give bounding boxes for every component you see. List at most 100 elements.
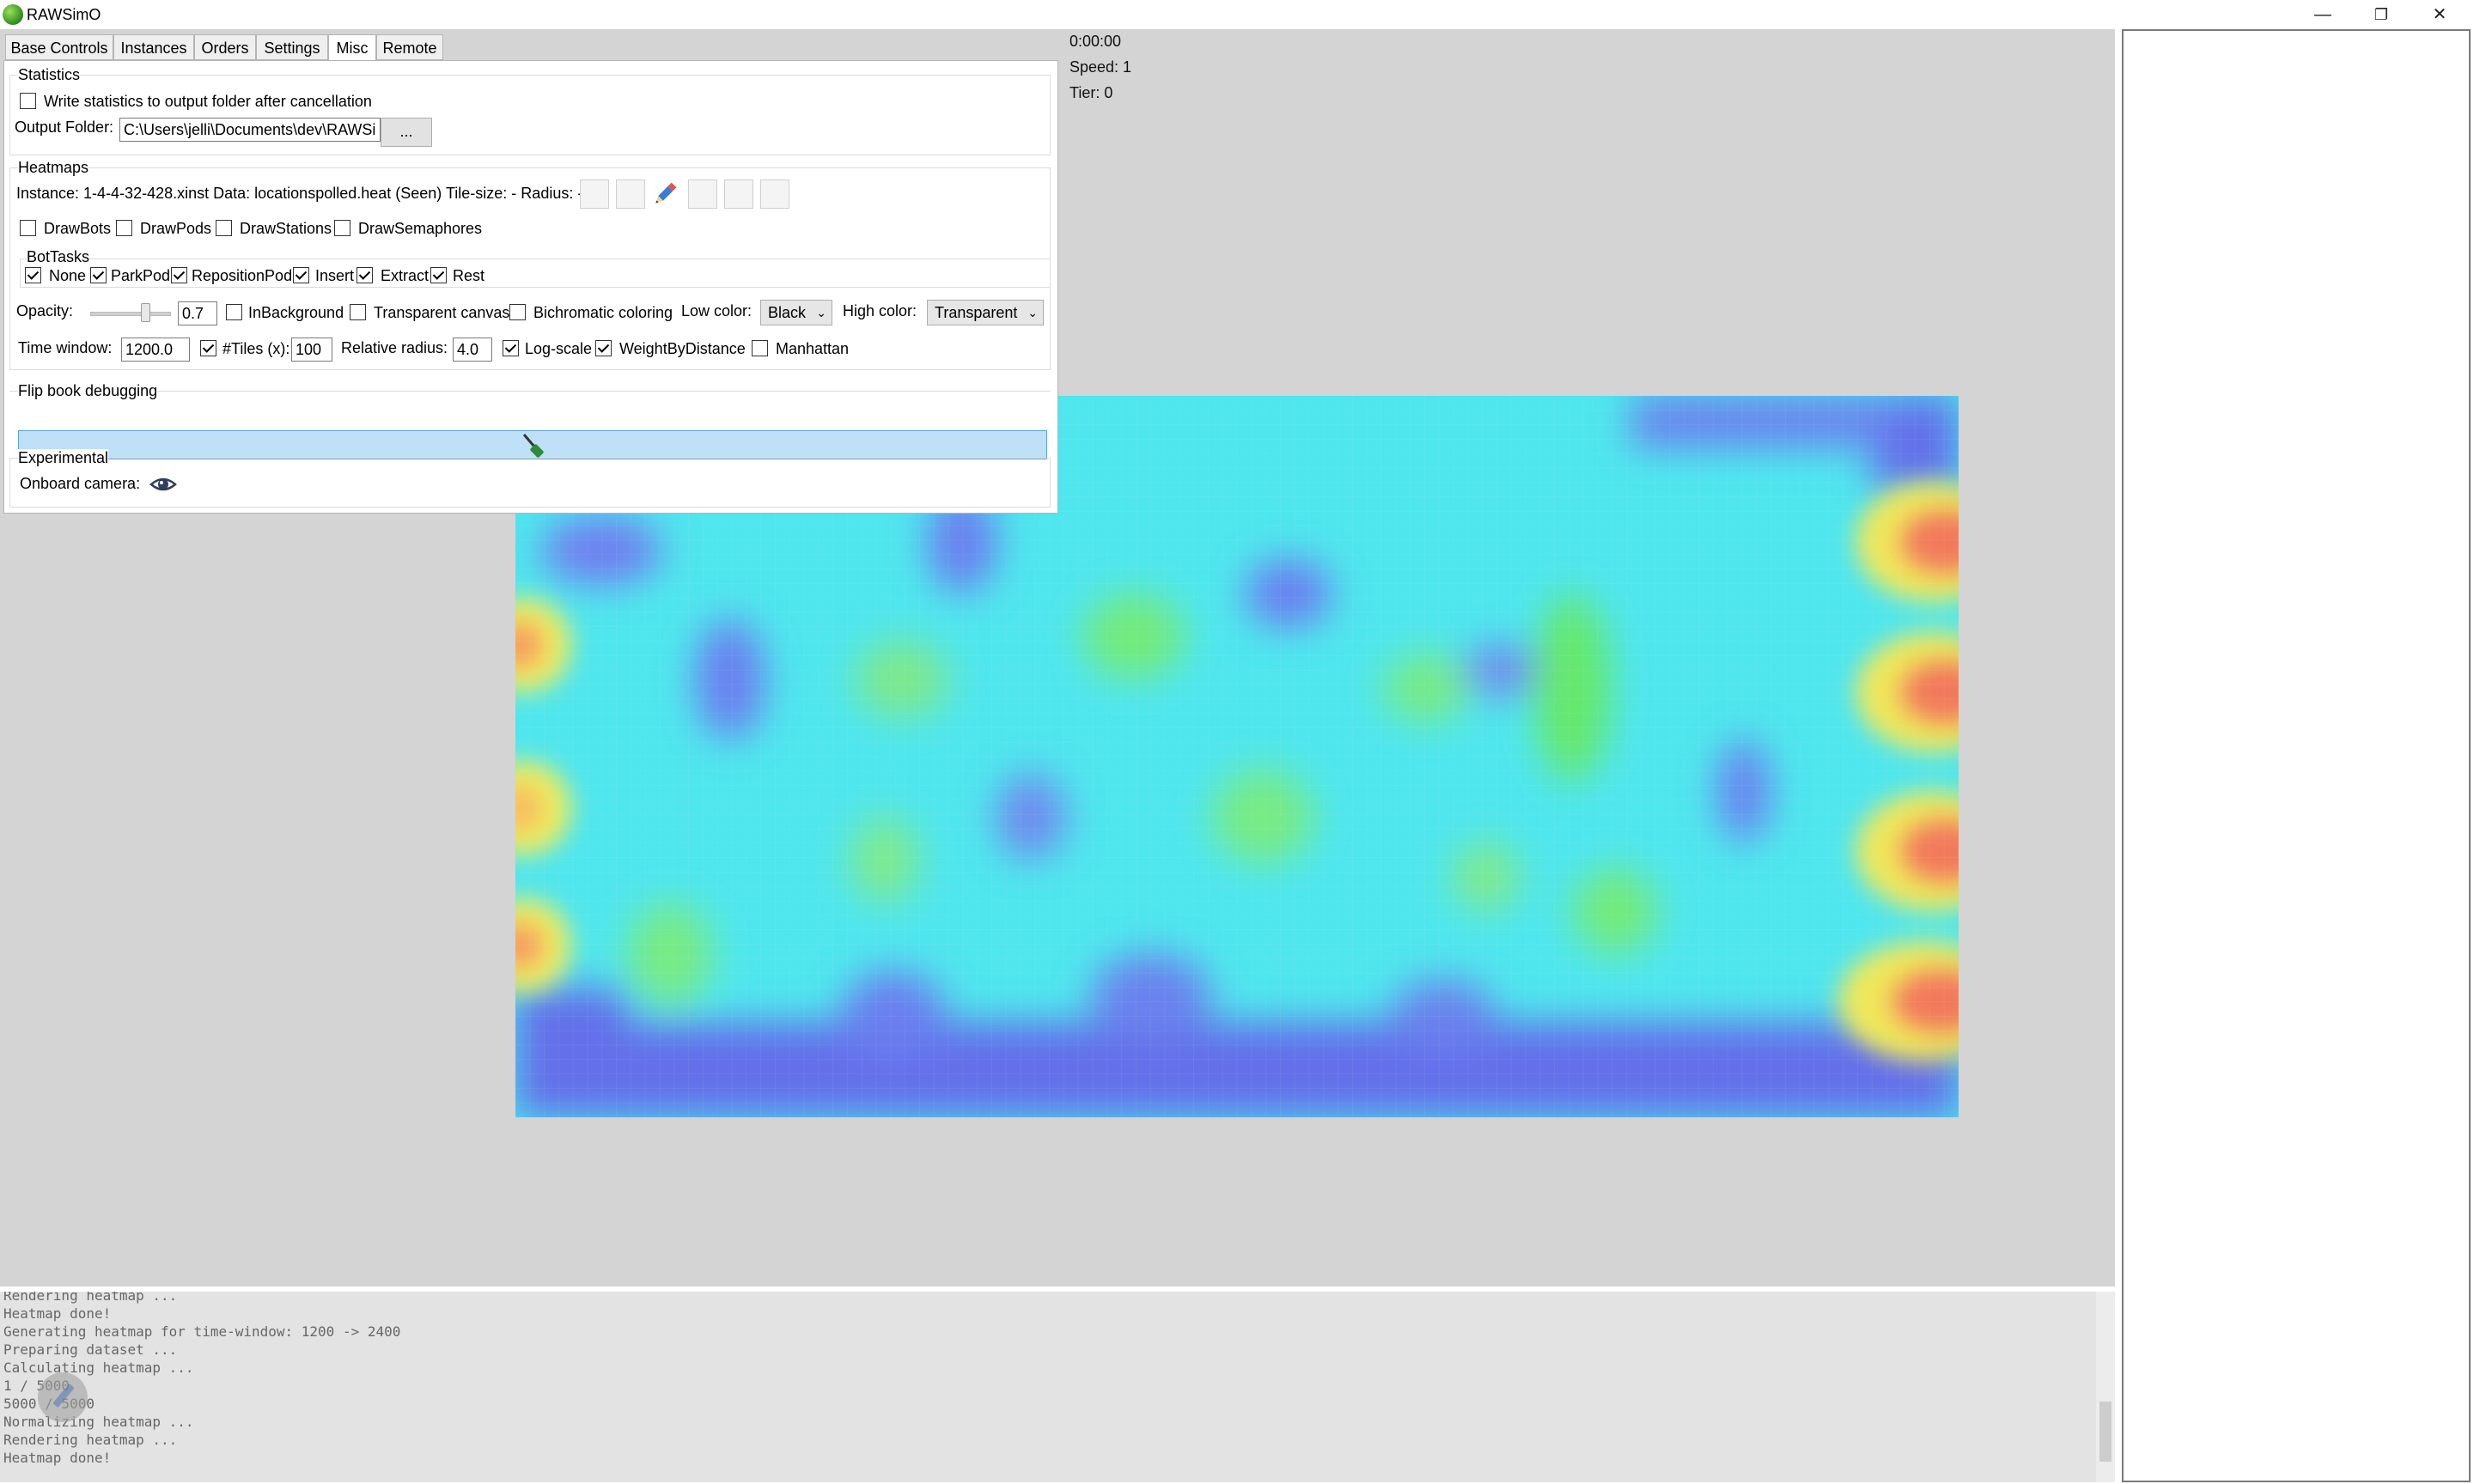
draw-pods-label: DrawPods [140,220,212,237]
heatmap-image [515,396,1959,1117]
draw-pods-checkbox[interactable] [116,220,132,236]
bichromatic-checkbox[interactable] [509,304,526,320]
flipbook-button[interactable] [18,430,1047,459]
bottask-extract-label: Extract [381,267,430,284]
tab-misc[interactable]: Misc [328,34,376,62]
log-line: Heatmap done! [3,1450,112,1466]
draw-stations-checkbox[interactable] [216,220,232,236]
sim-time: 0:00:00 [1069,33,1122,50]
low-color-select[interactable]: Black ⌄ [760,300,832,325]
high-color-label: High color: [843,302,917,319]
output-folder-label: Output Folder: [15,119,114,136]
log-line: Calculating heatmap ... [3,1359,194,1376]
bichromatic-label: Bichromatic coloring [533,304,673,321]
low-color-value: Black [768,304,807,321]
flipbook-group [9,391,1051,392]
opacity-input[interactable] [178,301,217,325]
time-window-label: Time window: [18,339,113,356]
heatmap-action-button-3[interactable] [760,179,789,209]
floating-brush-icon[interactable] [38,1372,88,1422]
onboard-camera-label: Onboard camera: [20,475,141,492]
title-bar: RAWSimO — ❐ ✕ [0,0,2474,29]
bottask-rest-checkbox[interactable] [430,267,447,283]
tiles-input[interactable] [291,338,332,362]
heatmap-action-button-2[interactable] [724,179,753,209]
tiles-label: #Tiles (x): [222,340,290,357]
window-title: RAWSimO [27,6,101,23]
opacity-slider[interactable] [90,312,171,316]
browse-folder-button[interactable]: ... [381,118,432,147]
heatmap-load-button[interactable] [580,179,609,209]
draw-semaphores-label: DrawSemaphores [358,220,483,237]
heatmap-open-button[interactable] [616,179,645,209]
transparent-canvas-label: Transparent canvas [374,304,510,321]
bottask-parkpod-checkbox[interactable] [90,267,107,283]
low-color-label: Low color: [681,302,753,319]
statistics-title: Statistics [18,66,81,84]
manhattan-checkbox[interactable] [752,340,768,356]
inbackground-checkbox[interactable] [226,304,242,320]
experimental-title: Experimental [18,449,109,467]
weight-by-distance-checkbox[interactable] [595,340,612,356]
high-color-value: Transparent [935,304,1018,321]
output-folder-input[interactable] [119,118,381,142]
brush-icon [519,431,548,460]
tab-instances[interactable]: Instances [113,34,194,60]
bottask-insert-label: Insert [315,267,355,284]
info-side-panel [2122,29,2471,1482]
bottask-rest-label: Rest [453,267,485,284]
log-line: Preparing dataset ... [3,1341,178,1358]
flipbook-title: Flip book debugging [18,382,158,400]
opacity-label: Opacity: [16,302,74,319]
draw-bots-label: DrawBots [44,220,112,237]
write-statistics-label: Write statistics to output folder after … [44,93,372,110]
tiles-checkbox[interactable] [200,340,216,356]
bottask-repositionpod-label: RepositionPod [192,267,293,284]
bottask-insert-checkbox[interactable] [293,267,309,283]
chevron-down-icon: ⌄ [816,306,826,319]
logscale-label: Log-scale [525,340,593,357]
log-line: Rendering heatmap ... [3,1292,178,1304]
tab-settings[interactable]: Settings [256,34,328,60]
weight-by-distance-label: WeightByDistance [619,340,746,357]
bottask-extract-checkbox[interactable] [356,267,373,283]
bottask-none-label: None [49,267,87,284]
relative-radius-label: Relative radius: [341,339,448,356]
bottask-none-checkbox[interactable] [25,267,41,283]
log-scrollbar[interactable] [2096,1292,2115,1482]
draw-bots-checkbox[interactable] [20,220,36,236]
minimize-button[interactable]: — [2314,5,2331,24]
statistics-group [9,75,1051,155]
relative-radius-input[interactable] [453,338,492,362]
opacity-slider-thumb[interactable] [141,303,151,322]
log-scrollbar-thumb[interactable] [2099,1402,2111,1462]
sim-speed: Speed: 1 [1069,58,1132,76]
eye-icon[interactable] [149,470,178,499]
close-button[interactable]: ✕ [2432,5,2447,24]
transparent-canvas-checkbox[interactable] [350,304,366,320]
restore-button[interactable]: ❐ [2373,6,2389,23]
log-line: Rendering heatmap ... [3,1432,178,1448]
chevron-down-icon: ⌄ [1027,306,1038,319]
heatmap-action-button-1[interactable] [688,179,717,209]
bottask-parkpod-label: ParkPod [111,267,171,284]
tab-remote[interactable]: Remote [376,34,443,60]
manhattan-label: Manhattan [776,340,850,357]
heatmaps-title: Heatmaps [18,159,89,177]
log-line: Generating heatmap for time-window: 1200… [3,1323,401,1340]
high-color-select[interactable]: Transparent ⌄ [927,300,1044,325]
bottasks-title: BotTasks [27,248,90,265]
time-window-input[interactable] [121,338,190,362]
log-output[interactable]: Rendering heatmap ... Heatmap done! Genera… [0,1292,2115,1482]
tab-orders[interactable]: Orders [194,34,256,60]
logscale-checkbox[interactable] [503,340,519,356]
draw-stations-label: DrawStations [240,220,332,237]
pencil-icon[interactable] [650,179,679,209]
write-statistics-checkbox[interactable] [20,93,36,109]
heatmap-info-text: Instance: 1-4-4-32-428.xinst Data: locat… [16,185,583,202]
inbackground-label: InBackground [248,304,344,321]
sim-tier: Tier: 0 [1069,84,1113,101]
bottask-repositionpod-checkbox[interactable] [171,267,187,283]
tab-base-controls[interactable]: Base Controls [5,34,113,60]
draw-semaphores-checkbox[interactable] [334,220,350,236]
